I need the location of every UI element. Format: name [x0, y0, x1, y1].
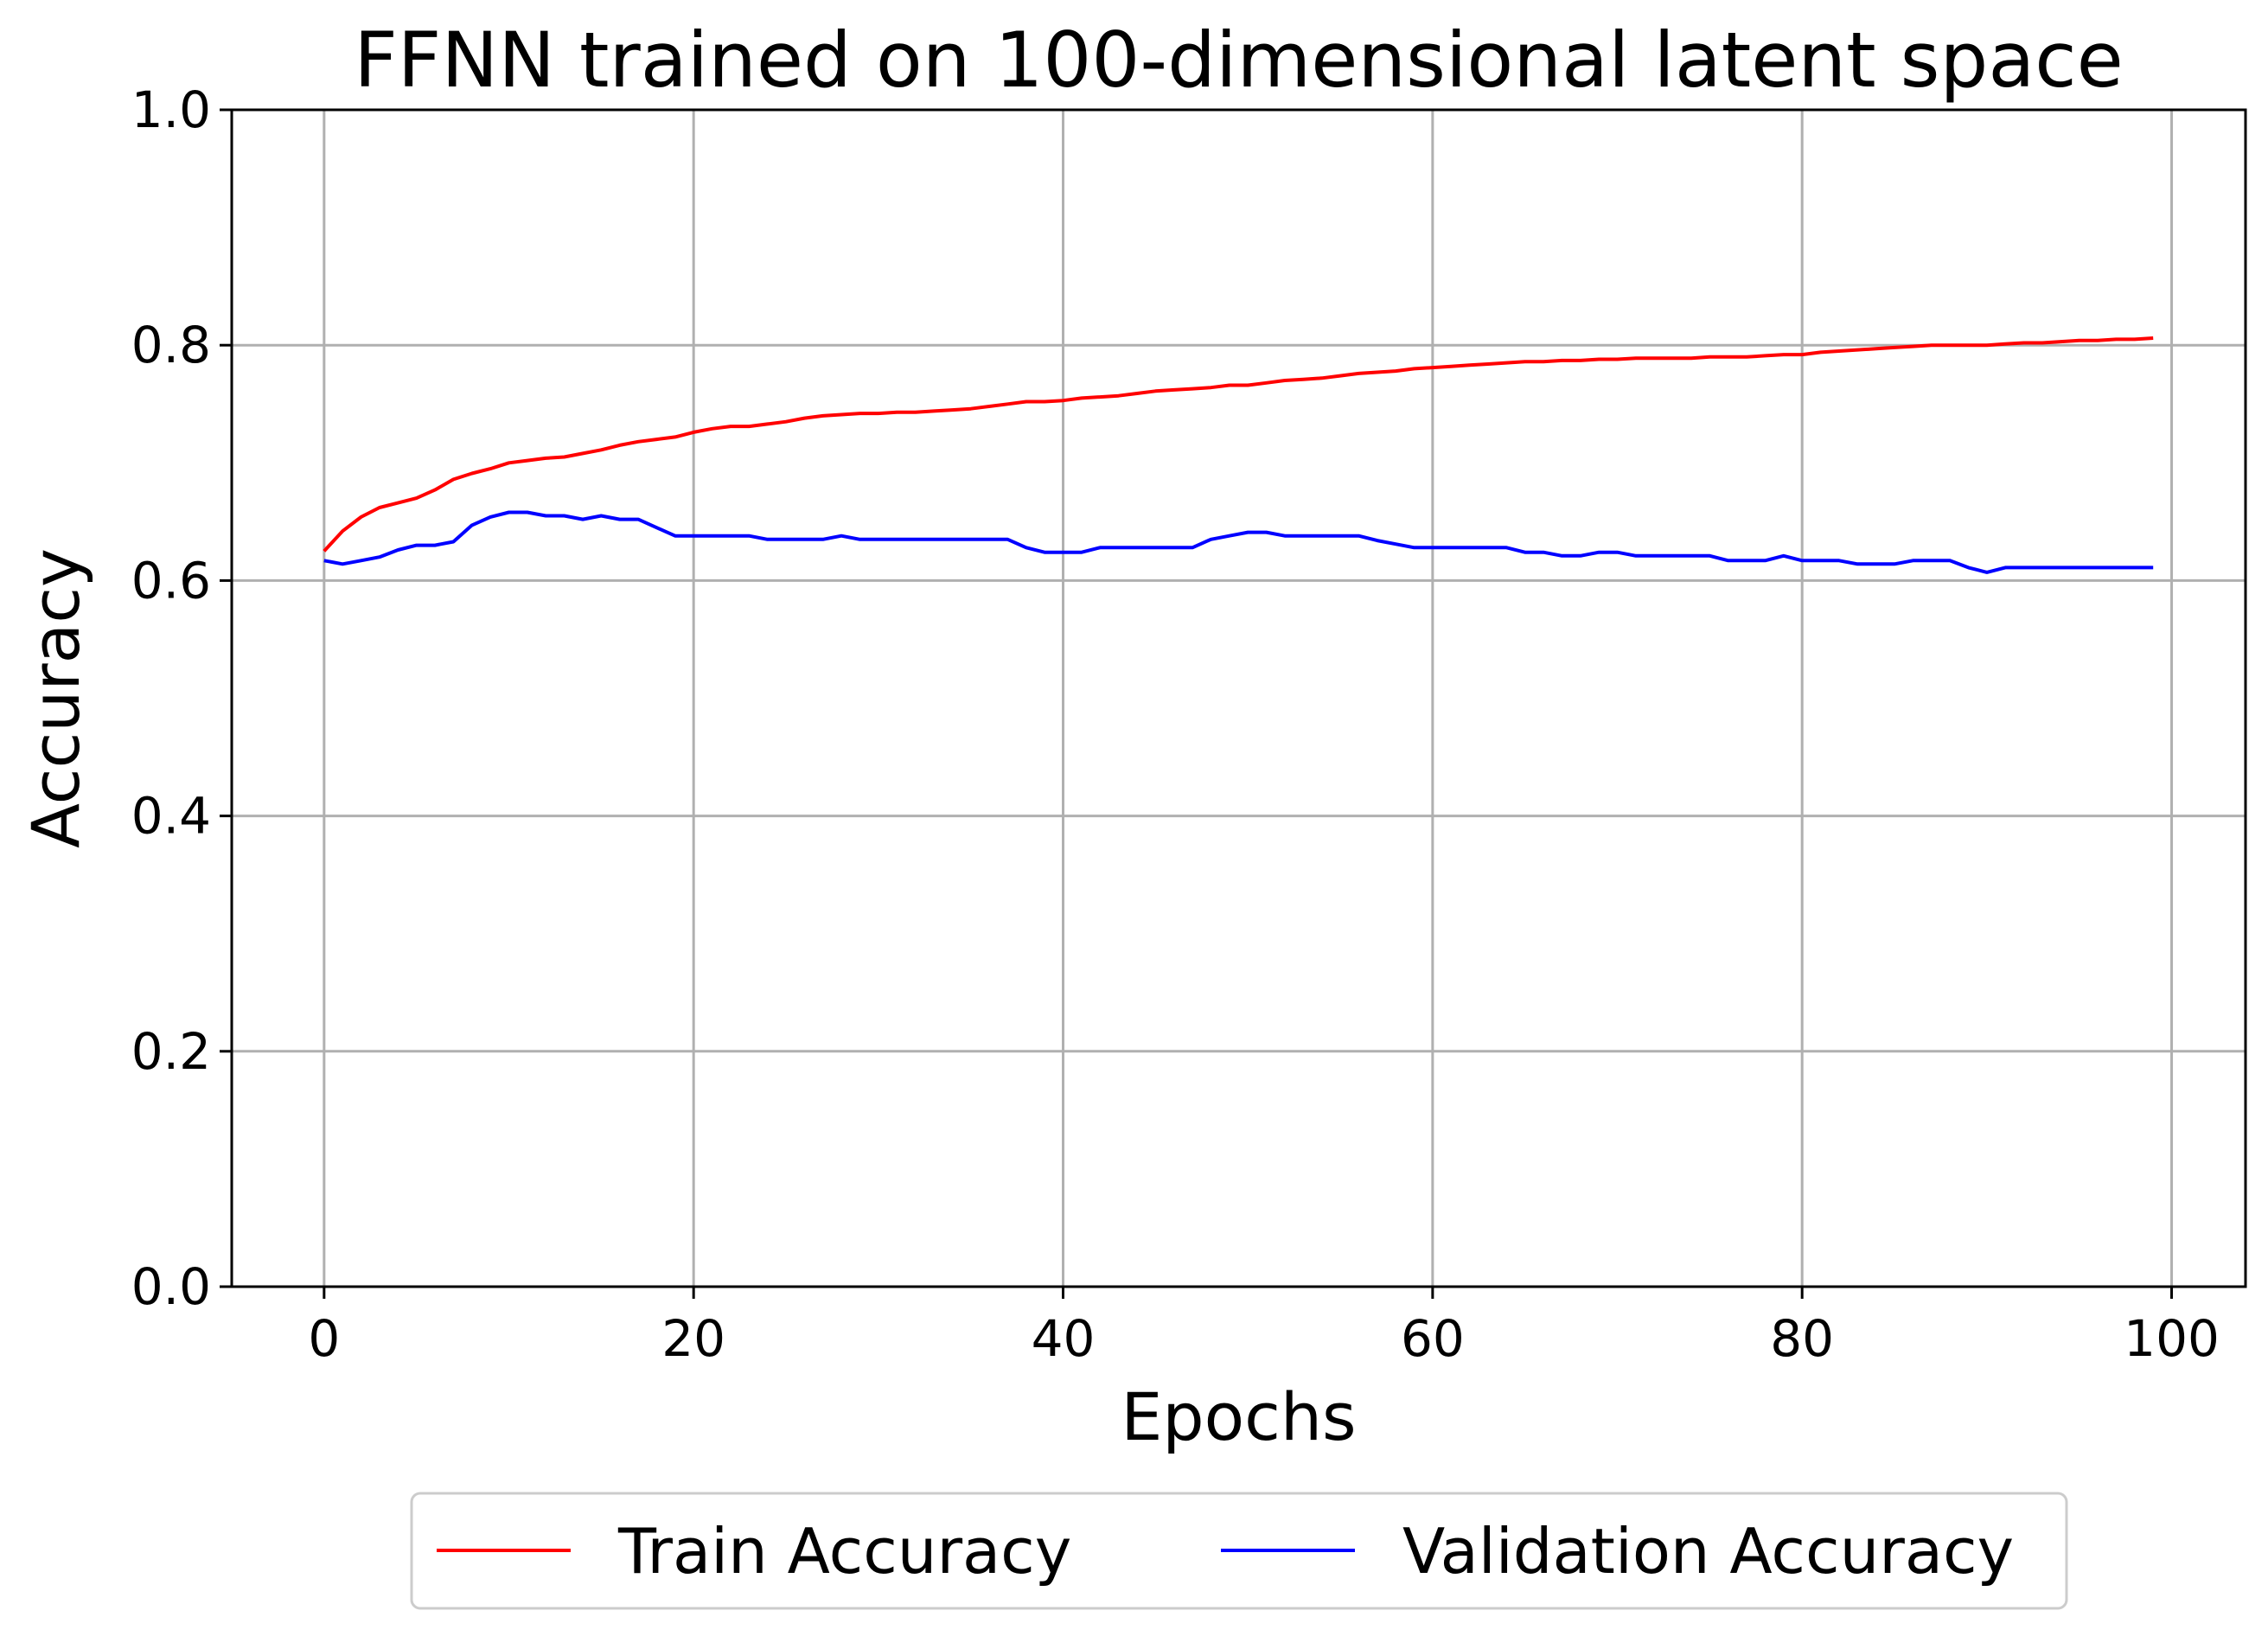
y-tick-label-0.2: 0.2 — [131, 1022, 211, 1081]
plot-area-frame — [230, 108, 2247, 1288]
x-tick-label-80: 80 — [1770, 1309, 1834, 1368]
y-tick-label-0.8: 0.8 — [131, 316, 211, 374]
legend-label-train: Train Accuracy — [617, 1515, 1071, 1588]
chart-title: FFNN trained on 100-dimensional latent s… — [354, 16, 2124, 105]
y-tick-label-0.6: 0.6 — [131, 551, 211, 610]
series-lines — [323, 336, 2154, 574]
x-tick-label-60: 60 — [1401, 1309, 1465, 1368]
axis-ticks: 0 20 40 60 80 100 0.0 0.2 0.4 0.6 0.8 1.0 — [131, 80, 2220, 1368]
x-axis-label: Epochs — [1121, 1378, 1356, 1455]
x-tick-label-40: 40 — [1032, 1309, 1096, 1368]
legend: Train Accuracy Validation Accuracy — [410, 1492, 2068, 1610]
legend-label-validation: Validation Accuracy — [1402, 1515, 2014, 1588]
y-tick-label-0.4: 0.4 — [131, 787, 211, 846]
x-tick-label-0: 0 — [308, 1309, 340, 1368]
y-tick-label-1.0: 1.0 — [131, 80, 211, 139]
y-axis-label: Accuracy — [17, 548, 94, 848]
x-tick-label-100: 100 — [2124, 1309, 2220, 1368]
series-line-train — [323, 336, 2154, 553]
grid-lines — [232, 108, 2246, 1288]
y-tick-label-0.0: 0.0 — [131, 1257, 211, 1316]
x-tick-label-20: 20 — [661, 1309, 725, 1368]
series-line-validation — [323, 510, 2154, 574]
